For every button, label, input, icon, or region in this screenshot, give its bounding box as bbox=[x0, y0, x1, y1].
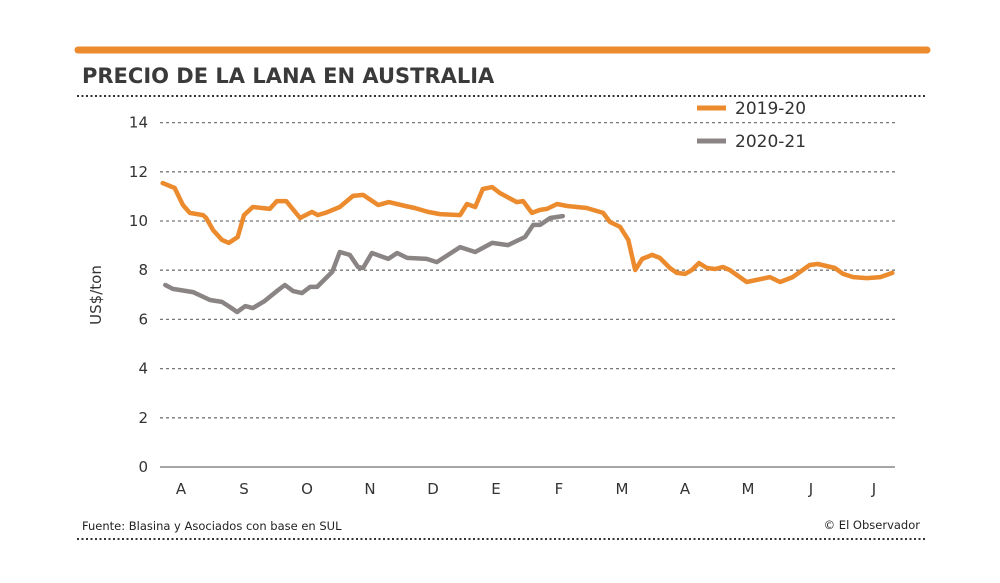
series-line-2019-20 bbox=[160, 180, 895, 285]
x-tick-label: O bbox=[301, 480, 313, 498]
chart-title: PRECIO DE LA LANA EN AUSTRALIA bbox=[82, 64, 495, 88]
y-tick-label: 8 bbox=[138, 261, 148, 279]
x-tick-label: D bbox=[427, 480, 439, 498]
y-tick-label: 10 bbox=[129, 212, 148, 230]
x-tick-label: N bbox=[364, 480, 375, 498]
x-tick-label: M bbox=[742, 480, 755, 498]
x-tick-label: A bbox=[680, 480, 691, 498]
x-tick-label: J bbox=[871, 480, 876, 498]
x-tick-label: M bbox=[616, 480, 629, 498]
y-tick-label: 4 bbox=[138, 360, 148, 378]
y-tick-label: 14 bbox=[129, 114, 148, 132]
y-tick-label: 6 bbox=[138, 310, 148, 328]
x-tick-label: F bbox=[555, 480, 564, 498]
source-note: Fuente: Blasina y Asociados con base en … bbox=[82, 519, 342, 533]
y-axis: 0 2 4 6 8 10 12 14 bbox=[129, 114, 148, 476]
legend-label-2019-20: 2019-20 bbox=[735, 99, 806, 119]
y-tick-label: 2 bbox=[138, 409, 148, 427]
legend-label-2020-21: 2020-21 bbox=[735, 132, 806, 152]
x-tick-label: J bbox=[808, 480, 813, 498]
x-tick-label: S bbox=[239, 480, 249, 498]
y-tick-label: 0 bbox=[138, 458, 148, 476]
y-axis-label: US$/ton bbox=[87, 265, 105, 325]
y-tick-label: 12 bbox=[129, 163, 148, 181]
grid bbox=[160, 121, 895, 468]
credit: © El Observador bbox=[824, 518, 921, 532]
x-tick-label: A bbox=[176, 480, 187, 498]
series-lines bbox=[160, 180, 895, 315]
legend: 2019-20 2020-21 bbox=[697, 99, 806, 152]
series-line-2020-21 bbox=[163, 213, 566, 315]
x-tick-label: E bbox=[491, 480, 500, 498]
